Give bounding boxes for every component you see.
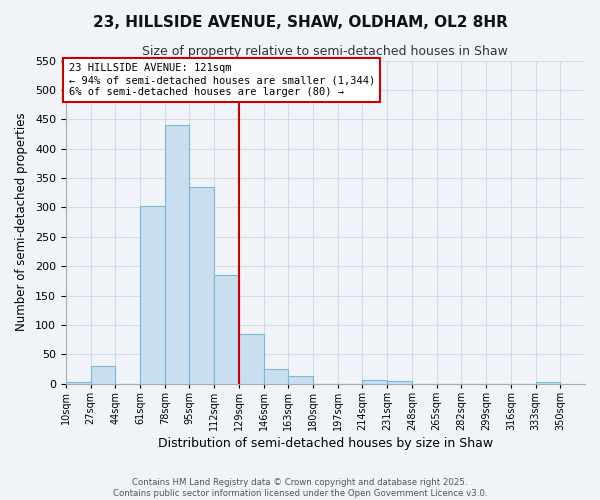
Bar	[91, 366, 115, 384]
Bar	[164, 125, 190, 384]
Bar	[140, 206, 164, 384]
Text: 23 HILLSIDE AVENUE: 121sqm
← 94% of semi-detached houses are smaller (1,344)
6% : 23 HILLSIDE AVENUE: 121sqm ← 94% of semi…	[69, 64, 375, 96]
Bar	[536, 382, 560, 384]
Bar	[239, 334, 263, 384]
Bar	[190, 187, 214, 384]
Bar	[362, 380, 387, 384]
Title: Size of property relative to semi-detached houses in Shaw: Size of property relative to semi-detach…	[142, 45, 508, 58]
Y-axis label: Number of semi-detached properties: Number of semi-detached properties	[15, 113, 28, 332]
Bar	[66, 382, 91, 384]
Bar	[387, 381, 412, 384]
X-axis label: Distribution of semi-detached houses by size in Shaw: Distribution of semi-detached houses by …	[158, 437, 493, 450]
Bar	[289, 376, 313, 384]
Bar	[263, 369, 289, 384]
Text: 23, HILLSIDE AVENUE, SHAW, OLDHAM, OL2 8HR: 23, HILLSIDE AVENUE, SHAW, OLDHAM, OL2 8…	[92, 15, 508, 30]
Bar	[214, 275, 239, 384]
Text: Contains HM Land Registry data © Crown copyright and database right 2025.
Contai: Contains HM Land Registry data © Crown c…	[113, 478, 487, 498]
